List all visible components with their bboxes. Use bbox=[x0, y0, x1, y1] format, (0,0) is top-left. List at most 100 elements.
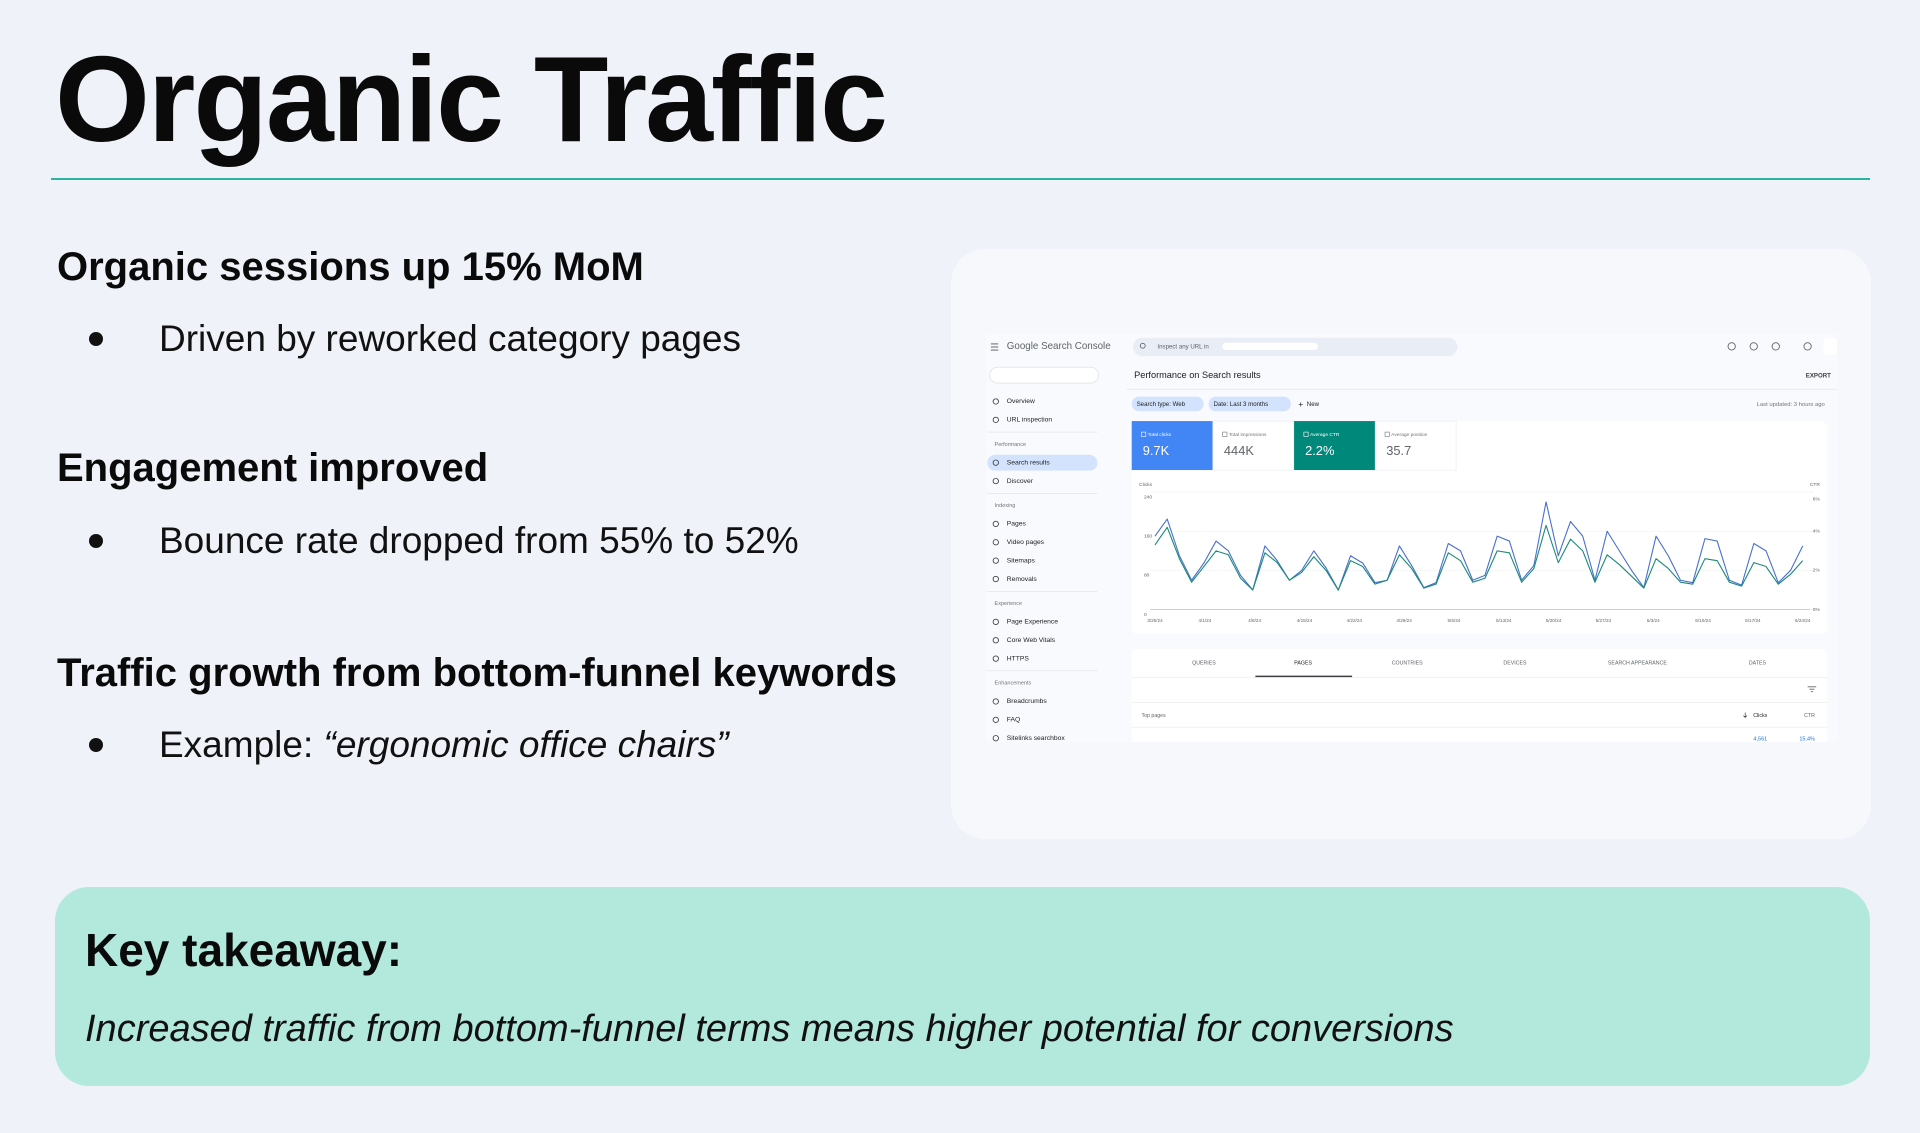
sidebar-item: Pages bbox=[1007, 521, 1027, 528]
sidebar-icon bbox=[992, 459, 999, 466]
sidebar-icon bbox=[992, 716, 999, 723]
header-icon bbox=[1749, 342, 1758, 351]
y-tick-label: 240 bbox=[1144, 494, 1152, 500]
metric-card bbox=[1212, 420, 1294, 471]
x-tick-label: 5/27/24 bbox=[1596, 618, 1612, 623]
sidebar-item: Core Web Vitals bbox=[1007, 637, 1056, 644]
y2-tick-label: 4% bbox=[1813, 529, 1821, 535]
sort-arrow bbox=[1743, 712, 1748, 718]
page-title: Performance on Search results bbox=[1134, 370, 1261, 380]
sidebar-icon bbox=[992, 398, 999, 405]
x-tick-label: 6/3/24 bbox=[1647, 618, 1660, 623]
sidebar-icon bbox=[992, 539, 999, 546]
bullet-emphasis: “ergonomic office chairs” bbox=[324, 724, 731, 765]
sidebar-item: Sitelinks searchbox bbox=[1007, 735, 1066, 742]
metric-checkbox bbox=[1222, 431, 1228, 437]
sidebar-item: Removals bbox=[1007, 576, 1038, 583]
table-title: Top pages bbox=[1142, 713, 1167, 719]
filter-icon bbox=[1807, 686, 1817, 693]
sidebar-item: URL inspection bbox=[1007, 417, 1053, 424]
y-axis-label: Clicks bbox=[1139, 482, 1153, 488]
search-icon bbox=[1139, 342, 1146, 349]
property-selector bbox=[989, 366, 1099, 384]
metric-checkbox bbox=[1141, 431, 1147, 437]
y-tick-label: 80 bbox=[1144, 573, 1150, 579]
filter-chip-label: Date: Last 3 months bbox=[1214, 401, 1269, 408]
slide-title: Organic Traffic bbox=[55, 31, 886, 167]
section-heading: Traffic growth from bottom-funnel keywor… bbox=[57, 651, 897, 695]
sidebar-section: Indexing bbox=[995, 503, 1016, 509]
filter-chip bbox=[1208, 396, 1291, 412]
x-tick-label: 6/24/24 bbox=[1795, 618, 1811, 623]
x-tick-label: 5/13/24 bbox=[1496, 618, 1512, 623]
sidebar-item: Sitemaps bbox=[1007, 557, 1036, 564]
metric-label: Average position bbox=[1391, 432, 1428, 438]
metric-label: Total clicks bbox=[1148, 432, 1172, 438]
sidebar-section: Enhancements bbox=[995, 681, 1032, 687]
tab: PAGES bbox=[1294, 660, 1312, 666]
sidebar-icon bbox=[992, 520, 999, 528]
sidebar-icon bbox=[992, 698, 999, 705]
x-tick-label: 5/6/24 bbox=[1447, 618, 1460, 623]
section-heading: Organic sessions up 15% MoM bbox=[57, 245, 644, 289]
bullet-text: Driven by reworked category pages bbox=[159, 318, 741, 359]
metric-checkbox bbox=[1303, 431, 1309, 437]
chart-card bbox=[1131, 421, 1828, 635]
y2-axis-label: CTR bbox=[1810, 482, 1820, 488]
sidebar-icon bbox=[992, 575, 999, 583]
sidebar-item: FAQ bbox=[1007, 717, 1020, 724]
y-tick-label: 160 bbox=[1144, 533, 1152, 539]
series-line bbox=[1154, 501, 1804, 591]
metric-card-selected bbox=[1131, 421, 1213, 471]
bullet-text: Bounce rate dropped from 55% to 52% bbox=[159, 520, 799, 561]
filter-chip-label: Search type: Web bbox=[1137, 401, 1186, 408]
tab: SEARCH APPEARANCE bbox=[1608, 660, 1667, 666]
header-icon bbox=[1727, 342, 1736, 351]
x-tick-label: 4/29/24 bbox=[1396, 618, 1412, 623]
header-icon bbox=[1771, 342, 1780, 351]
column-header: CTR bbox=[1804, 713, 1815, 719]
bullet-dot bbox=[89, 738, 103, 752]
sections: Organic sessions up 15% MoM Driven by rew… bbox=[57, 245, 897, 765]
bullet-dot bbox=[89, 332, 103, 346]
export-button: EXPORT bbox=[1806, 372, 1831, 379]
tab: DATES bbox=[1749, 660, 1767, 666]
tab: QUERIES bbox=[1192, 660, 1216, 666]
metric-value: 2.2% bbox=[1305, 443, 1334, 458]
metric-value: 35.7 bbox=[1386, 443, 1411, 458]
y2-tick-label: 6% bbox=[1813, 497, 1821, 503]
metric-card-selected bbox=[1294, 421, 1375, 471]
takeaway-heading: Key takeaway: bbox=[85, 924, 402, 976]
metric-value: 444K bbox=[1224, 443, 1254, 458]
last-updated: Last updated: 3 hours ago bbox=[1757, 402, 1826, 408]
metric-card bbox=[1375, 420, 1457, 471]
sidebar-icon bbox=[992, 637, 999, 644]
x-tick-label: 4/1/24 bbox=[1198, 618, 1211, 623]
metric-label: Average CTR bbox=[1310, 432, 1340, 438]
sidebar-icon bbox=[992, 735, 999, 742]
x-tick-label: 5/20/24 bbox=[1546, 618, 1562, 623]
screenshot: Google Search Console Inspect any URL in O… bbox=[986, 334, 1837, 742]
metric-label: Total impressions bbox=[1229, 432, 1267, 438]
bullet-dot bbox=[89, 534, 103, 548]
section-heading: Engagement improved bbox=[57, 446, 488, 490]
search-placeholder: Inspect any URL in bbox=[1157, 344, 1208, 351]
takeaway-text: Increased traffic from bottom-funnel ter… bbox=[85, 1008, 1454, 1050]
x-tick-label: 3/25/24 bbox=[1147, 618, 1163, 623]
sidebar-item: Video pages bbox=[1007, 539, 1045, 546]
sidebar-item: Page Experience bbox=[1007, 619, 1058, 626]
y2-tick-label: 0% bbox=[1813, 607, 1821, 613]
sidebar-section: Performance bbox=[995, 442, 1027, 448]
takeaway-box bbox=[55, 887, 1870, 1086]
metric-checkbox bbox=[1384, 431, 1390, 437]
plus-icon: + bbox=[1298, 399, 1303, 409]
product-name: Google Search Console bbox=[1007, 341, 1111, 352]
y2-tick-label: 2% bbox=[1813, 568, 1821, 574]
sidebar-icon bbox=[992, 618, 999, 625]
sidebar-icon bbox=[992, 655, 999, 662]
bullet-text-part: Example: bbox=[159, 724, 324, 765]
x-tick-label: 6/10/24 bbox=[1695, 618, 1711, 623]
bullet-text: Example: “ergonomic office chairs” bbox=[159, 724, 730, 765]
